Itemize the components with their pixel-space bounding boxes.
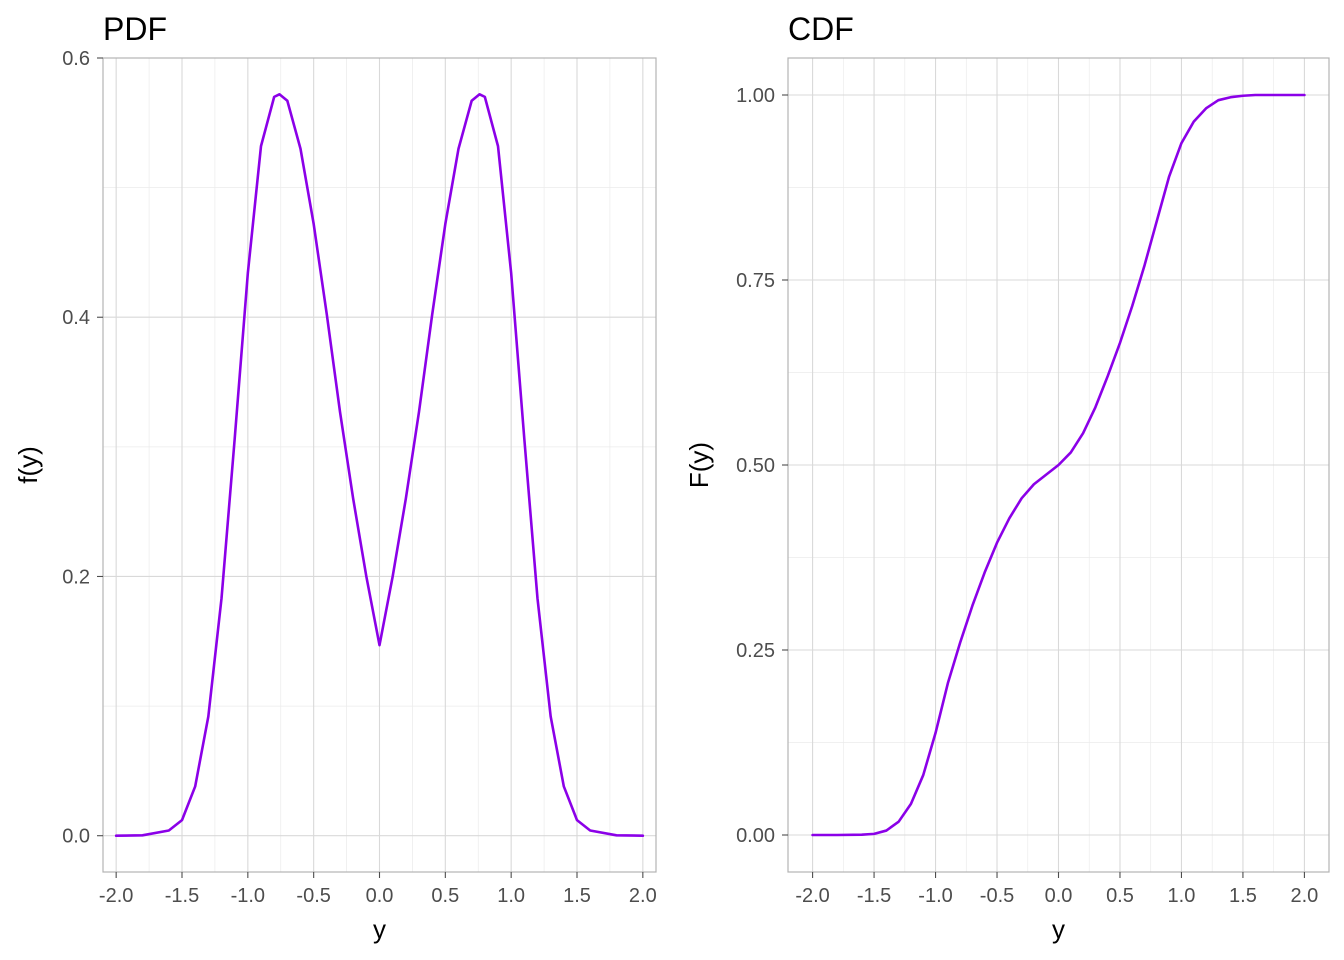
cdf-x-tick-label: 2.0 (1291, 885, 1319, 907)
pdf-x-tick-label: -1.0 (231, 885, 265, 907)
pdf-y-tick-label: 0.4 (62, 307, 90, 329)
pdf-x-tick-label: 1.0 (497, 885, 525, 907)
cdf-x-tick-label: -2.0 (795, 885, 829, 907)
pdf-x-axis-title: y (373, 914, 386, 944)
cdf-x-tick-label: 0.5 (1106, 885, 1134, 907)
cdf-y-tick-label: 0.75 (736, 270, 775, 292)
pdf-x-tick-label: 1.5 (563, 885, 591, 907)
cdf-y-tick-label: 0.25 (736, 640, 775, 662)
cdf-x-tick-label: 1.0 (1168, 885, 1196, 907)
cdf-panel: -2.0 -1.5 -1.0 -0.5 0.0 0.5 1.0 1.5 2.0 0.00 0.25 0… (684, 11, 1330, 944)
pdf-y-tick-label: 0.6 (62, 48, 90, 70)
cdf-series-line (811, 93, 1306, 837)
pdf-series-line (114, 92, 645, 838)
cdf-y-tick-label: 0.50 (736, 455, 775, 477)
pdf-x-tick-label: 0.5 (431, 885, 459, 907)
cdf-x-tick-label: -0.5 (980, 885, 1014, 907)
pdf-panel: -2.0 -1.5 -1.0 -0.5 0.0 0.5 1.0 1.5 2.0 0.0 0.2 0.4… (13, 11, 657, 944)
pdf-y-tick-label: 0.0 (62, 826, 90, 848)
cdf-x-tick-label: -1.5 (857, 885, 891, 907)
pdf-x-tick-label: -2.0 (99, 885, 133, 907)
pdf-y-axis-title: f(y) (13, 446, 43, 484)
cdf-x-axis-title: y (1052, 914, 1065, 944)
pdf-x-tick-label: -0.5 (296, 885, 330, 907)
cdf-y-tick-label: 0.00 (736, 825, 775, 847)
pdf-x-tick-label: 0.0 (366, 885, 394, 907)
pdf-x-tick-label: -1.5 (165, 885, 199, 907)
pdf-chart-title: PDF (103, 11, 167, 47)
pdf-x-tick-label: 2.0 (629, 885, 657, 907)
cdf-y-tick-label: 1.00 (736, 85, 775, 107)
pdf-y-tick-label: 0.2 (62, 566, 90, 588)
cdf-x-tick-label: 0.0 (1045, 885, 1073, 907)
cdf-x-tick-label: -1.0 (918, 885, 952, 907)
cdf-x-tick-label: 1.5 (1229, 885, 1257, 907)
cdf-y-axis-title: F(y) (684, 442, 714, 488)
cdf-chart-title: CDF (788, 11, 854, 47)
